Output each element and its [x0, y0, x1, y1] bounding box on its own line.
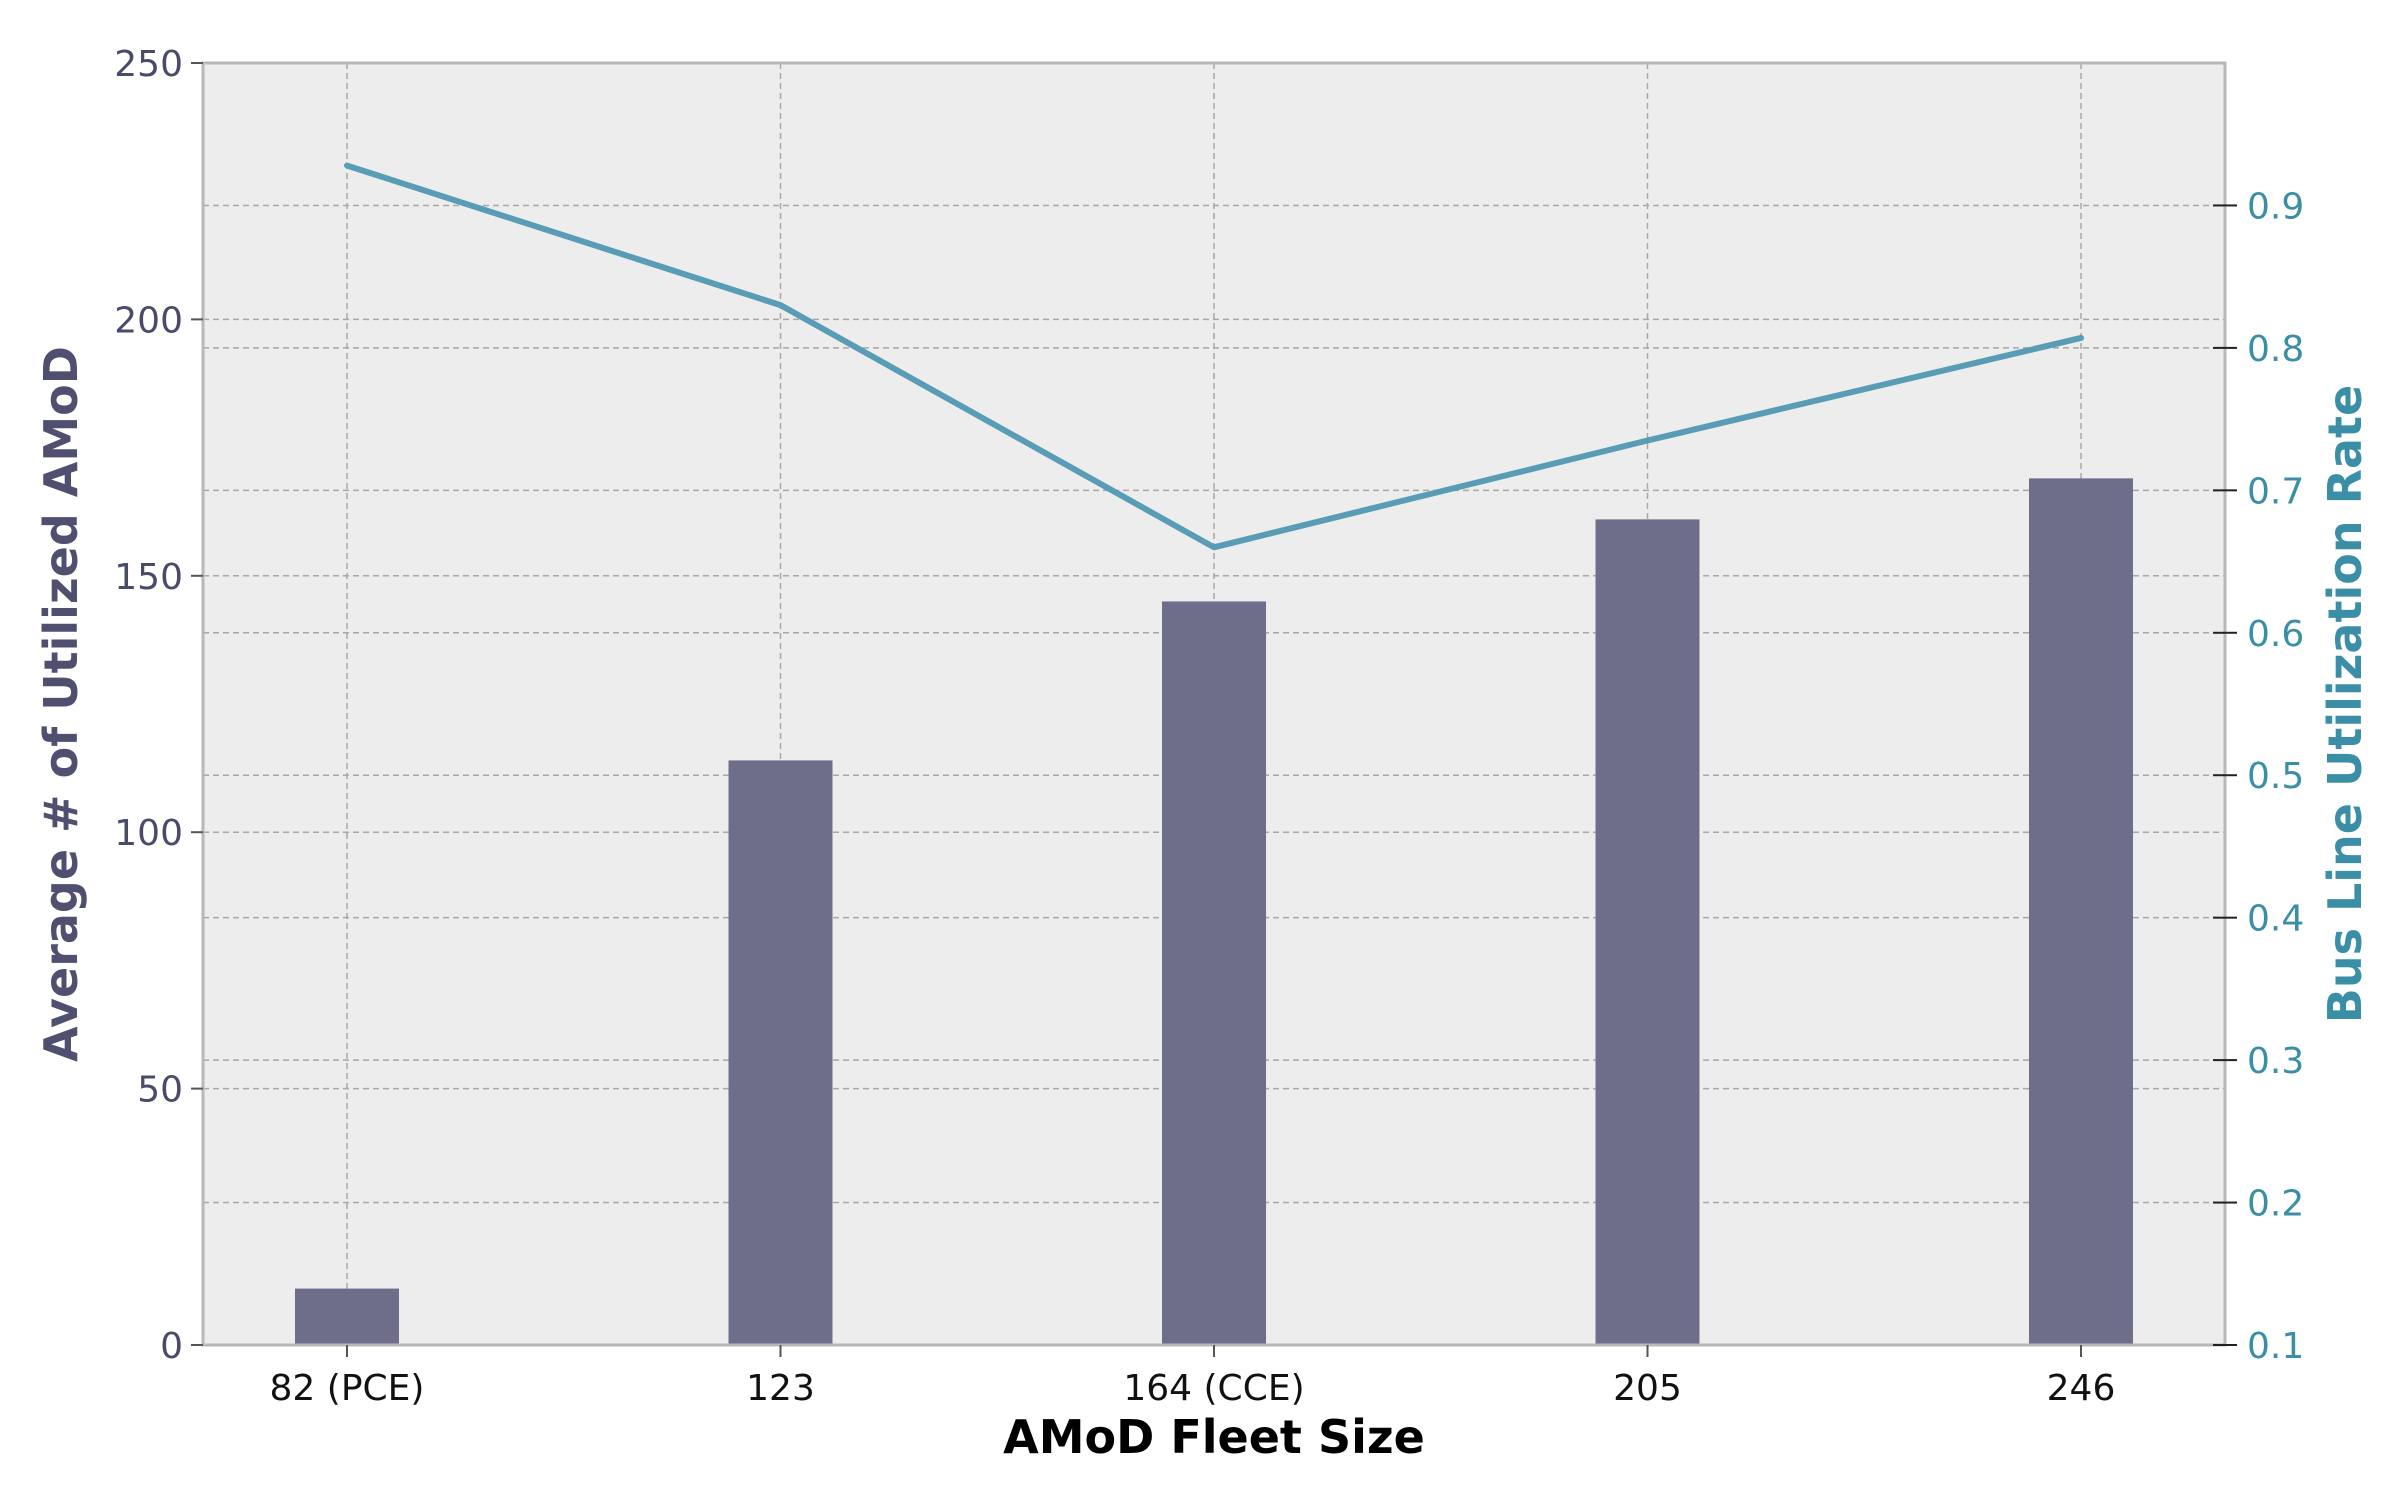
tick-label-left: 200 — [114, 300, 183, 341]
line-point — [2080, 337, 2082, 339]
tick-label-x: 164 (CCE) — [1123, 1368, 1304, 1409]
bar — [728, 760, 833, 1345]
bar-series — [295, 478, 2133, 1345]
x-axis-ticks: 82 (PCE) 123 164 (CCE) 205 246 — [270, 1345, 2116, 1409]
tick-label-x: 123 — [746, 1368, 815, 1409]
x-axis-label: AMoD Fleet Size — [1003, 1410, 1425, 1464]
bar — [2029, 478, 2133, 1345]
tick-label-right: 0.9 — [2247, 186, 2304, 227]
right-axis-ticks: 0.1 0.2 0.3 0.4 0.5 0.6 0.7 0.8 0.9 — [2213, 186, 2304, 1367]
line-point — [780, 304, 781, 306]
line-series — [344, 162, 2084, 551]
left-axis-ticks: 0 50 100 150 200 250 — [114, 44, 203, 1367]
tick-label-right: 0.8 — [2247, 329, 2304, 370]
tick-label-right: 0.6 — [2247, 614, 2304, 655]
line-point — [1647, 439, 1648, 441]
bar — [1162, 601, 1266, 1345]
tick-label-right: 0.2 — [2247, 1184, 2304, 1225]
tick-label-left: 100 — [114, 813, 183, 854]
left-axis-label: Average # of Utilized AMoD — [34, 346, 88, 1062]
tick-label-left: 250 — [114, 44, 183, 85]
tick-label-x: 246 — [2047, 1368, 2116, 1409]
right-axis-label: Bus Line Utilization Rate — [2318, 385, 2372, 1023]
tick-label-right: 0.1 — [2247, 1326, 2304, 1367]
tick-label-right: 0.3 — [2247, 1041, 2304, 1082]
line-point — [346, 165, 348, 167]
tick-label-x: 205 — [1613, 1368, 1682, 1409]
tick-label-left: 50 — [137, 1070, 183, 1111]
bar — [1595, 519, 1700, 1345]
tick-label-left: 150 — [114, 557, 183, 598]
line-point — [1213, 546, 1215, 548]
bar — [295, 1288, 399, 1345]
tick-label-right: 0.4 — [2247, 899, 2304, 940]
tick-label-left: 0 — [160, 1326, 183, 1367]
tick-label-right: 0.7 — [2247, 471, 2304, 512]
tick-label-right: 0.5 — [2247, 756, 2304, 797]
tick-label-x: 82 (PCE) — [270, 1368, 425, 1409]
